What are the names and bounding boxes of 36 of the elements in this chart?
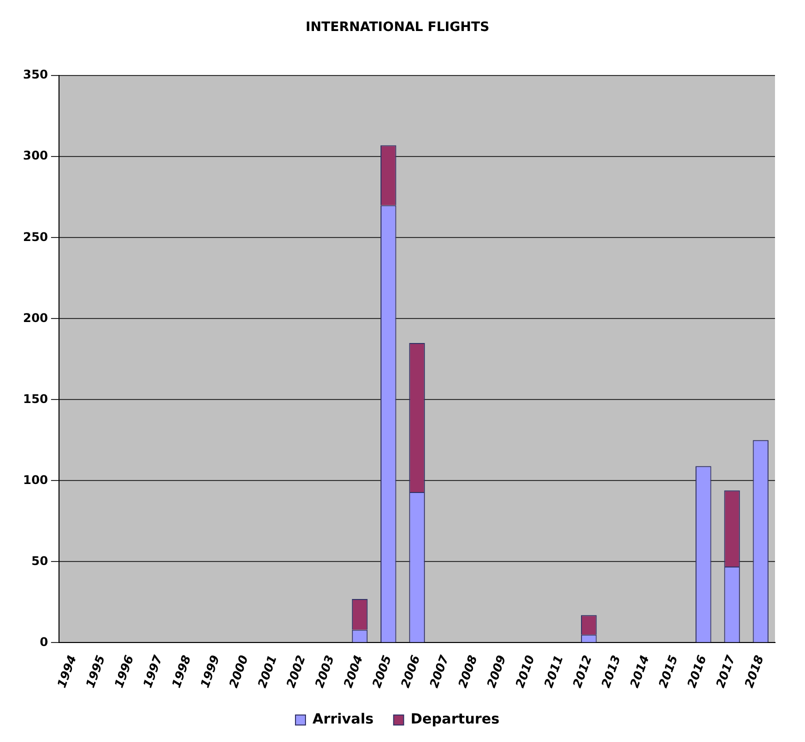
y-tick-label: 100 — [22, 472, 48, 487]
y-tick-label: 300 — [22, 148, 48, 163]
x-tick-label: 2016 — [684, 653, 710, 690]
y-tick-label: 250 — [22, 230, 48, 244]
x-tick-label: 2018 — [742, 653, 766, 690]
x-tick-label: 2004 — [340, 653, 366, 690]
x-tick-label: 2005 — [370, 653, 394, 690]
x-tick-label: 2002 — [284, 653, 308, 690]
y-tick-label: 350 — [22, 68, 48, 82]
x-tick-label: 1999 — [198, 653, 222, 690]
x-tick-label: 1997 — [140, 652, 166, 690]
x-tick-label: 2008 — [455, 653, 480, 690]
y-tick-label: 200 — [22, 310, 48, 325]
x-tick-label: 2001 — [255, 653, 280, 690]
x-tick-label: 1996 — [112, 653, 136, 690]
chart-title: INTERNATIONAL FLIGHTS — [306, 20, 490, 36]
y-tick-label: 0 — [40, 634, 48, 649]
x-tick-label: 1995 — [83, 653, 108, 690]
x-tick-label: 1998 — [169, 653, 194, 690]
x-tick-label: 2009 — [484, 653, 509, 690]
y-tick-label: 150 — [22, 392, 48, 406]
x-tick-label: 2014 — [627, 653, 652, 690]
x-tick-label: 2007 — [426, 652, 452, 690]
x-tick-label: 2013 — [598, 653, 624, 690]
legend-label: Departures — [410, 712, 500, 728]
x-tick-label: 2010 — [512, 653, 538, 690]
legend-label: Arrivals — [312, 712, 374, 728]
y-tick-label: 50 — [31, 554, 48, 568]
x-tick-label: 2000 — [226, 653, 251, 690]
x-tick-label: 2011 — [541, 653, 566, 690]
x-tick-label: 2017 — [713, 652, 738, 690]
x-tick-label: 2015 — [656, 653, 681, 690]
x-tick-label: 2006 — [398, 653, 423, 690]
x-tick-label: 1994 — [54, 653, 80, 690]
x-tick-label: 2003 — [312, 653, 337, 690]
x-tick-label: 2012 — [570, 653, 595, 690]
